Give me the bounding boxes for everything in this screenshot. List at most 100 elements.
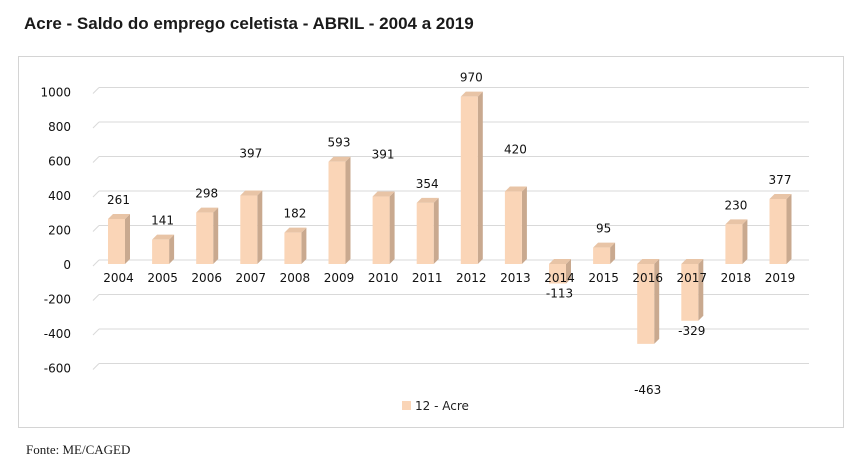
bar-2015 bbox=[593, 247, 611, 264]
bar-2016 bbox=[637, 264, 655, 344]
bar-side bbox=[698, 259, 704, 321]
bar-side bbox=[521, 186, 527, 264]
bar-2006 bbox=[196, 212, 214, 264]
bar-top bbox=[681, 259, 704, 264]
y-tick-label: 0 bbox=[63, 258, 71, 272]
bar-2008 bbox=[284, 232, 302, 264]
data-labels: 261 141 298 397 182 593 391 354 970 420 -113 95 -463… bbox=[107, 71, 791, 397]
bar-top bbox=[549, 259, 571, 264]
gridline-depth bbox=[92, 87, 100, 94]
y-tick-label: -600 bbox=[44, 362, 71, 376]
gridline-depth bbox=[92, 363, 100, 370]
bar-2010 bbox=[372, 196, 390, 264]
bar-side bbox=[477, 91, 483, 264]
x-tick-label: 2008 bbox=[280, 271, 311, 285]
bar-2007 bbox=[240, 195, 258, 264]
chart-area: 1000 800 600 400 200 0 -200 -400 -600 2004 2005 20… bbox=[18, 56, 844, 428]
bar-side bbox=[742, 219, 748, 264]
bar-side bbox=[301, 227, 307, 264]
bar-top bbox=[152, 234, 175, 240]
x-tick-label: 2012 bbox=[456, 271, 487, 285]
y-tick-label: 200 bbox=[48, 224, 71, 238]
bar-2011 bbox=[416, 202, 434, 264]
y-tick-label: 400 bbox=[48, 189, 71, 203]
x-tick-label: 2014 bbox=[544, 271, 575, 285]
x-tick-label: 2011 bbox=[412, 271, 443, 285]
y-tick-label: 600 bbox=[48, 155, 71, 169]
bars bbox=[108, 91, 792, 344]
x-tick-label: 2006 bbox=[191, 271, 222, 285]
data-label: 397 bbox=[239, 147, 262, 161]
x-tick-label: 2016 bbox=[632, 271, 663, 285]
x-axis-ticks: 2004 2005 2006 2007 2008 2009 2010 2011 2012 2013… bbox=[103, 271, 795, 285]
data-label: 970 bbox=[460, 71, 483, 85]
x-tick-label: 2013 bbox=[500, 271, 531, 285]
bar-side bbox=[610, 242, 616, 264]
bar-side bbox=[786, 193, 792, 264]
y-axis-ticks: 1000 800 600 400 200 0 -200 -400 -600 bbox=[40, 86, 71, 376]
y-tick-label: 1000 bbox=[40, 86, 71, 100]
bar-2013 bbox=[504, 191, 522, 264]
x-tick-label: 2009 bbox=[324, 271, 355, 285]
gridline-depth bbox=[92, 225, 100, 232]
data-label: 420 bbox=[504, 143, 527, 157]
bar-top bbox=[328, 156, 351, 162]
bar-side bbox=[389, 191, 395, 264]
gridline-depth bbox=[92, 156, 100, 163]
data-label: 391 bbox=[372, 148, 395, 162]
bar-side bbox=[169, 234, 175, 264]
y-tick-label: 800 bbox=[48, 120, 71, 134]
bar-top bbox=[416, 197, 439, 203]
x-tick-label: 2015 bbox=[588, 271, 619, 285]
bar-side bbox=[345, 156, 351, 264]
bar-2009 bbox=[328, 161, 346, 264]
bar-2012 bbox=[460, 96, 478, 264]
data-label: -463 bbox=[634, 383, 661, 397]
data-label: -113 bbox=[546, 286, 573, 300]
x-tick-label: 2010 bbox=[368, 271, 399, 285]
data-label: 95 bbox=[596, 222, 611, 236]
bar-top bbox=[284, 227, 307, 233]
bar-side bbox=[257, 190, 263, 264]
y-tick-label: -400 bbox=[44, 327, 71, 341]
legend: 12 - Acre bbox=[402, 399, 469, 413]
data-label: 298 bbox=[195, 187, 218, 201]
source-note: Fonte: ME/CAGED bbox=[26, 442, 131, 457]
gridline-depth bbox=[92, 294, 100, 301]
bar-side bbox=[433, 197, 439, 264]
chart-title: Acre - Saldo do emprego celetista - ABRI… bbox=[24, 14, 474, 33]
x-tick-label: 2004 bbox=[103, 271, 134, 285]
bar-2014 bbox=[549, 264, 566, 284]
x-tick-label: 2019 bbox=[765, 271, 796, 285]
gridline-depth bbox=[92, 328, 100, 336]
data-label: 377 bbox=[769, 173, 792, 187]
bar-side bbox=[125, 213, 130, 264]
bar-top bbox=[196, 207, 219, 213]
bar-top bbox=[108, 213, 130, 219]
bar-2018 bbox=[725, 224, 743, 264]
bar-2019 bbox=[769, 198, 787, 264]
bar-top bbox=[637, 259, 660, 264]
x-tick-label: 2007 bbox=[236, 271, 267, 285]
data-label: 230 bbox=[724, 198, 747, 212]
bar-top bbox=[769, 193, 792, 199]
bar-side bbox=[566, 259, 571, 284]
x-tick-label: 2017 bbox=[677, 271, 708, 285]
x-tick-label: 2018 bbox=[721, 271, 752, 285]
bar-top bbox=[725, 219, 748, 225]
bar-2004 bbox=[108, 218, 125, 264]
bar-side bbox=[654, 259, 660, 344]
data-label: -329 bbox=[678, 324, 705, 338]
bar-side bbox=[213, 207, 219, 264]
data-label: 182 bbox=[283, 207, 306, 221]
bar-top bbox=[460, 91, 483, 97]
data-label: 354 bbox=[416, 177, 439, 191]
bar-top bbox=[372, 191, 395, 197]
data-label: 141 bbox=[151, 214, 174, 228]
gridline-depth bbox=[92, 190, 100, 198]
bar-2017 bbox=[681, 264, 699, 321]
legend-label: 12 - Acre bbox=[415, 399, 469, 413]
gridline-depth bbox=[92, 259, 100, 267]
bar-2005 bbox=[152, 239, 170, 264]
